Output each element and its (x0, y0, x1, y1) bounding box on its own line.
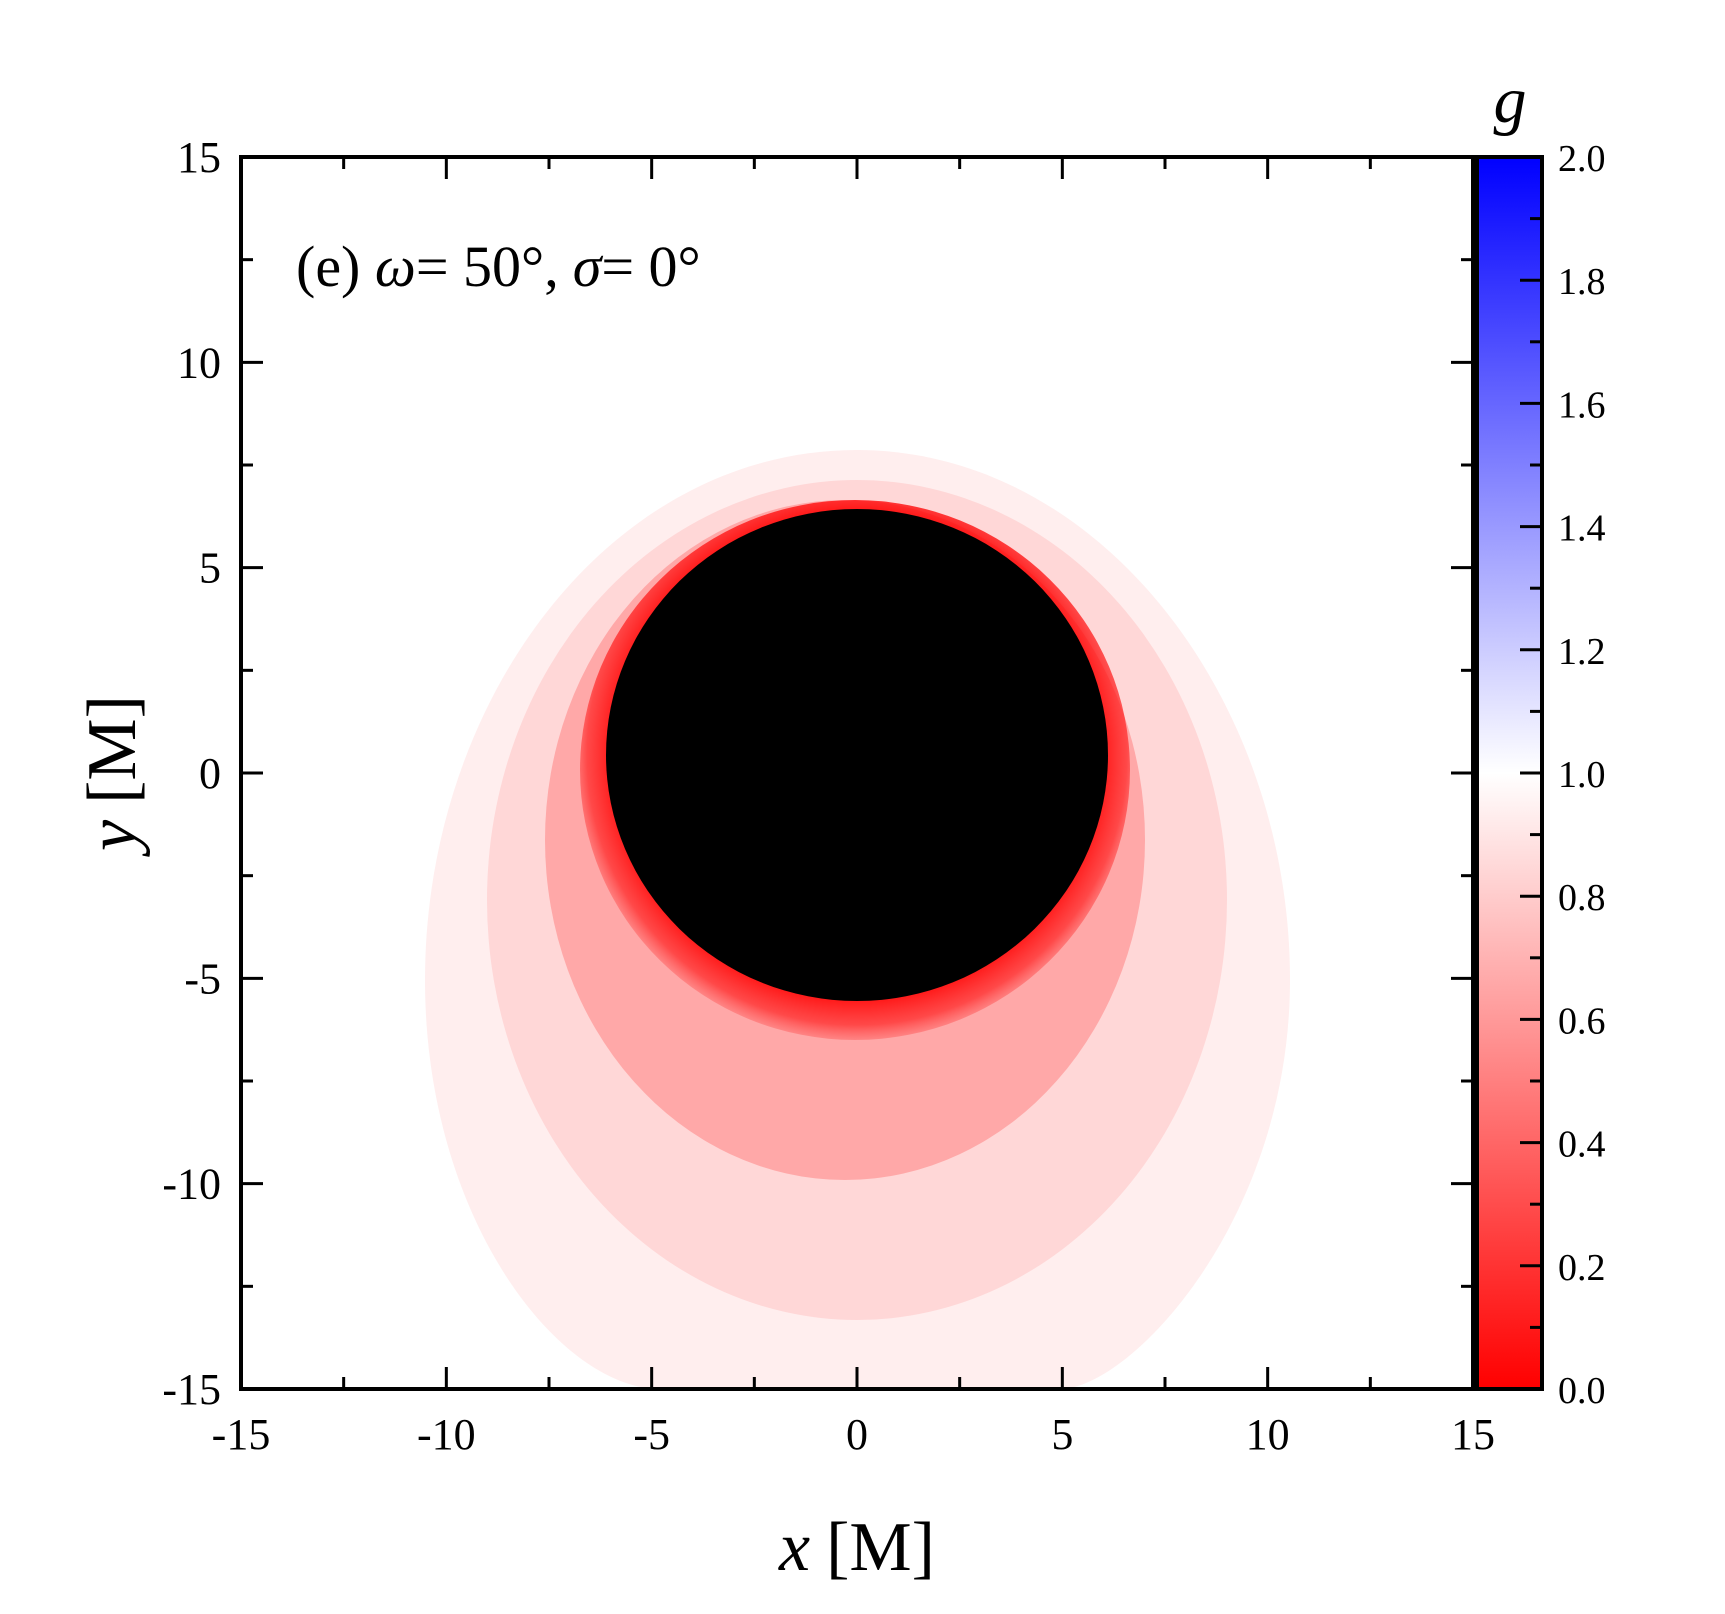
sigma-value: = 0° (601, 234, 700, 299)
y-tick-label: 15 (177, 133, 221, 182)
colorbar-ticks: 0.0 0.2 0.4 0.6 0.8 1.0 1.2 1.4 1.6 1.8 2.0 (1520, 138, 1606, 1412)
panel-label-prefix: (e) (296, 234, 375, 299)
x-tick-label: 15 (1451, 1410, 1495, 1459)
colorbar-tick-label: 0.8 (1558, 877, 1606, 919)
colorbar-tick-label: 2.0 (1558, 138, 1606, 180)
y-tick-label: 10 (177, 338, 221, 387)
colorbar-tick-label: 0.6 (1558, 1000, 1606, 1042)
x-axis-title: x [M] (778, 1509, 935, 1586)
y-tick-label: -5 (184, 954, 221, 1003)
colorbar-tick-label: 1.4 (1558, 508, 1606, 550)
black-hole-shadow (606, 509, 1108, 1001)
x-tick-label: 5 (1051, 1410, 1073, 1459)
colorbar: 0.0 0.2 0.4 0.6 0.8 1.0 1.2 1.4 1.6 1.8 2.0 g (1475, 64, 1606, 1412)
x-tick-label: -5 (633, 1410, 670, 1459)
omega-value: = 50°, (416, 234, 559, 299)
y-ticks: -15 -10 -5 0 5 10 15 (162, 133, 1473, 1414)
colorbar-tick-label: 1.6 (1558, 384, 1606, 426)
colorbar-title: g (1494, 64, 1527, 137)
y-axis-unit: [M] (74, 695, 151, 804)
plot-area (241, 157, 1473, 1389)
colorbar-tick-label: 0.4 (1558, 1124, 1606, 1166)
x-tick-label: -10 (417, 1410, 476, 1459)
omega-symbol: ω (375, 234, 416, 299)
panel-label: (e) ω= 50°, σ= 0° (296, 234, 701, 299)
y-axis-title: y [M] (74, 695, 151, 857)
colorbar-tick-label: 1.8 (1558, 261, 1606, 303)
colorbar-tick-label: 1.2 (1558, 631, 1606, 673)
x-axis-unit: [M] (826, 1509, 935, 1586)
sigma-symbol: σ (573, 234, 604, 299)
x-axis-symbol: x (778, 1509, 810, 1586)
x-ticks: -15 -10 -5 0 5 10 15 (212, 157, 1495, 1459)
colorbar-tick-label: 0.2 (1558, 1247, 1606, 1289)
y-axis-symbol: y (74, 819, 151, 857)
y-tick-label: 5 (199, 544, 221, 593)
y-tick-label: 0 (199, 749, 221, 798)
y-tick-label: -10 (162, 1160, 221, 1209)
y-tick-label: -15 (162, 1365, 221, 1414)
x-tick-label: 10 (1246, 1410, 1290, 1459)
colorbar-tick-label: 1.0 (1558, 754, 1606, 796)
x-tick-label: 0 (846, 1410, 868, 1459)
colorbar-tick-label: 0.0 (1558, 1370, 1606, 1412)
x-tick-label: -15 (212, 1410, 271, 1459)
